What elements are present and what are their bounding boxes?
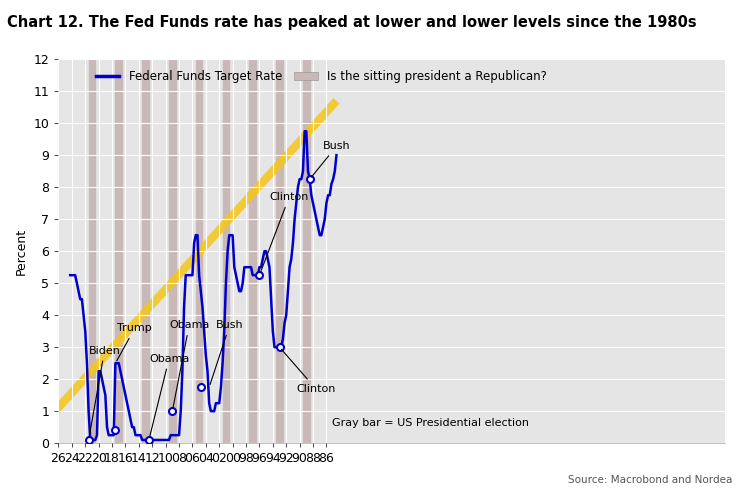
Text: Obama: Obama [169,320,209,409]
Legend: Federal Funds Target Rate, Is the sitting president a Republican?: Federal Funds Target Rate, Is the sittin… [91,65,551,88]
Text: Obama: Obama [149,354,189,437]
Bar [142,59,149,443]
Bar [223,59,229,443]
Bar [115,59,122,443]
Text: Clinton: Clinton [260,192,309,272]
Text: Biden: Biden [89,345,121,437]
Text: Gray bar = US Presidential election: Gray bar = US Presidential election [332,417,529,428]
Text: Trump: Trump [117,323,152,361]
Text: Clinton: Clinton [281,349,336,394]
Text: Bush: Bush [210,320,243,385]
Bar [196,59,203,443]
Bar [169,59,175,443]
Text: Chart 12. The Fed Funds rate has peaked at lower and lower levels since the 1980: Chart 12. The Fed Funds rate has peaked … [7,15,697,30]
Bar [89,59,95,443]
Bar [303,59,309,443]
Text: Bush: Bush [312,141,351,177]
Text: Source: Macrobond and Nordea: Source: Macrobond and Nordea [568,475,733,485]
Y-axis label: Percent: Percent [15,228,28,275]
Bar [249,59,256,443]
Bar [276,59,283,443]
